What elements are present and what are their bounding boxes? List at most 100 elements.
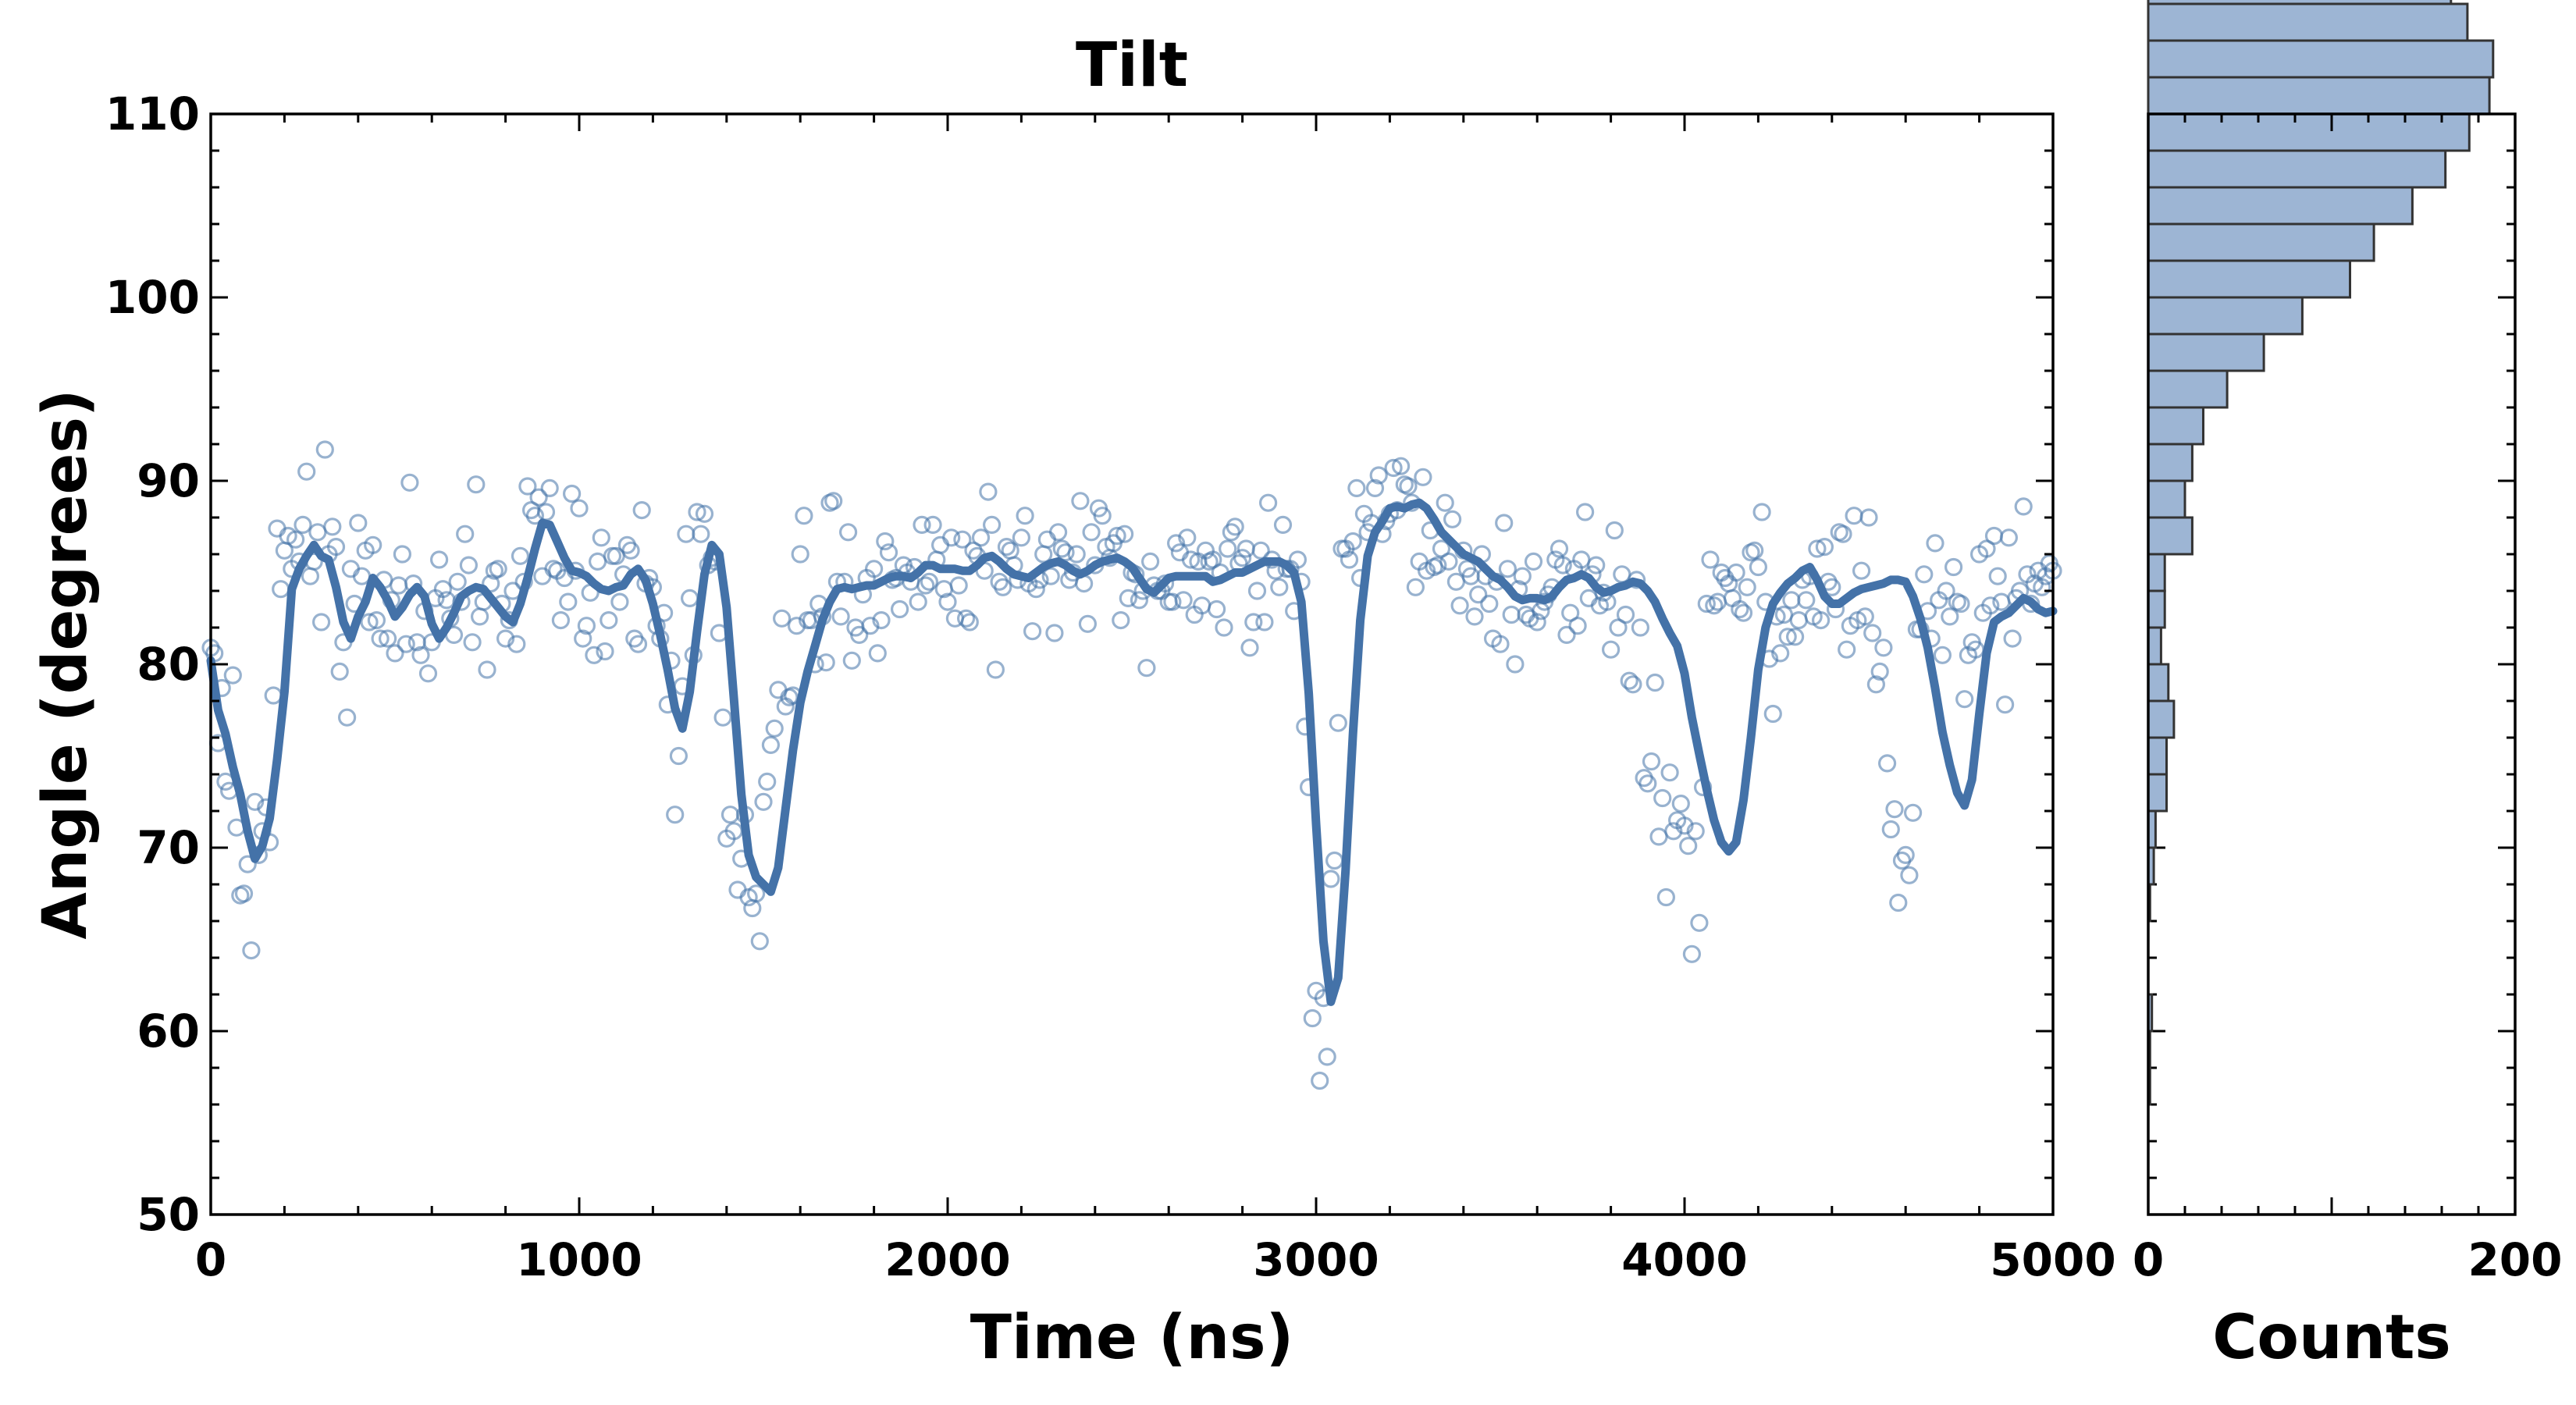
data-point	[761, 735, 781, 755]
data-point	[1863, 624, 1882, 642]
data-point	[1436, 493, 1454, 512]
data-point	[1207, 599, 1226, 619]
data-point	[562, 484, 582, 503]
data-point	[1166, 534, 1186, 553]
data-point	[1981, 596, 2000, 615]
data-point	[997, 537, 1016, 557]
data-point	[400, 473, 419, 492]
data-point	[1664, 822, 1683, 841]
data-point	[467, 475, 486, 494]
data-point	[1778, 628, 1797, 646]
histogram-plot-area	[2147, 0, 2495, 1106]
data-point	[1365, 478, 1385, 498]
histogram-bar	[2147, 663, 2170, 702]
data-point	[1708, 592, 1727, 611]
data-point	[692, 525, 710, 543]
data-point	[585, 646, 603, 664]
histogram-bar	[2147, 39, 2495, 79]
data-point	[956, 609, 976, 628]
data-point	[1226, 518, 1244, 536]
data-point	[795, 507, 813, 525]
data-point	[1108, 526, 1126, 546]
data-point	[1244, 613, 1263, 631]
data-point	[390, 576, 408, 595]
data-point	[349, 514, 368, 532]
data-point	[1343, 532, 1362, 551]
data-point	[1450, 596, 1469, 615]
histogram-bar	[2147, 76, 2491, 116]
y-tick-label: 50	[137, 1188, 200, 1241]
data-point	[364, 535, 382, 554]
data-point	[1786, 628, 1805, 646]
data-point	[1429, 556, 1447, 574]
histogram-bar	[2147, 296, 2304, 336]
data-point	[1406, 578, 1425, 596]
histogram-bar	[2147, 553, 2166, 592]
data-point	[1270, 578, 1289, 596]
histogram-bar	[2147, 369, 2229, 409]
data-point	[1646, 673, 1664, 692]
data-point	[268, 519, 286, 538]
data-point	[238, 855, 257, 873]
histogram-bar	[2147, 479, 2186, 519]
data-point	[1941, 607, 1959, 626]
data-point	[540, 478, 559, 498]
data-point	[979, 482, 998, 501]
data-point	[1944, 557, 1963, 577]
data-point	[1517, 605, 1535, 624]
data-point	[942, 528, 961, 547]
data-point	[1513, 567, 1532, 585]
data-point	[695, 504, 714, 523]
data-point	[953, 530, 972, 549]
data-point	[1178, 528, 1197, 547]
x-tick-label: 1000	[516, 1233, 642, 1286]
data-point	[2033, 578, 2051, 596]
data-point	[1311, 1071, 1329, 1090]
data-point	[1439, 552, 1458, 571]
y-axis-label: Angle (degrees)	[30, 389, 101, 939]
data-point	[1329, 713, 1347, 732]
data-point	[776, 697, 795, 716]
data-point	[1048, 523, 1068, 542]
histogram-bar	[2147, 443, 2194, 482]
data-point	[1469, 585, 1488, 604]
data-point	[1255, 613, 1274, 631]
main-axis-ticks: 0 1000 2000 3000 4000 5000 50 60 70 80 90 100 110	[105, 87, 2515, 1286]
data-point	[949, 576, 968, 595]
data-point	[1866, 675, 1885, 694]
data-point	[2014, 497, 2033, 516]
data-point	[1067, 545, 1086, 564]
data-point	[433, 580, 453, 599]
data-point	[559, 592, 578, 611]
data-point	[986, 660, 1005, 679]
data-point	[1056, 543, 1075, 562]
data-point	[923, 515, 942, 535]
data-point	[1001, 541, 1019, 560]
histogram-bar	[2147, 149, 2447, 189]
data-point	[1797, 591, 1816, 610]
data-point	[824, 492, 843, 510]
data-point	[1812, 610, 1831, 630]
main-panel: Tilt 0 1000 2000 3000 4000 5000 50 60 70 80 90 100 1…	[30, 30, 2515, 1373]
data-point	[769, 681, 788, 699]
data-point	[1251, 541, 1270, 560]
data-point	[1999, 528, 2018, 547]
data-point	[596, 642, 614, 661]
data-point	[1215, 618, 1233, 637]
data-point	[1900, 866, 1919, 884]
data-point	[242, 941, 261, 960]
data-point	[301, 567, 319, 585]
data-point	[746, 884, 766, 903]
data-point	[864, 560, 884, 578]
data-point	[890, 599, 909, 619]
data-point	[1763, 704, 1782, 724]
data-point	[459, 556, 479, 574]
data-point	[1399, 477, 1418, 496]
data-point	[264, 686, 283, 705]
data-point	[861, 617, 880, 635]
histogram-bar	[2147, 406, 2204, 446]
y-tick-label: 60	[137, 1005, 200, 1058]
data-point	[868, 644, 887, 663]
data-point	[478, 660, 496, 679]
data-point	[1023, 622, 1042, 641]
